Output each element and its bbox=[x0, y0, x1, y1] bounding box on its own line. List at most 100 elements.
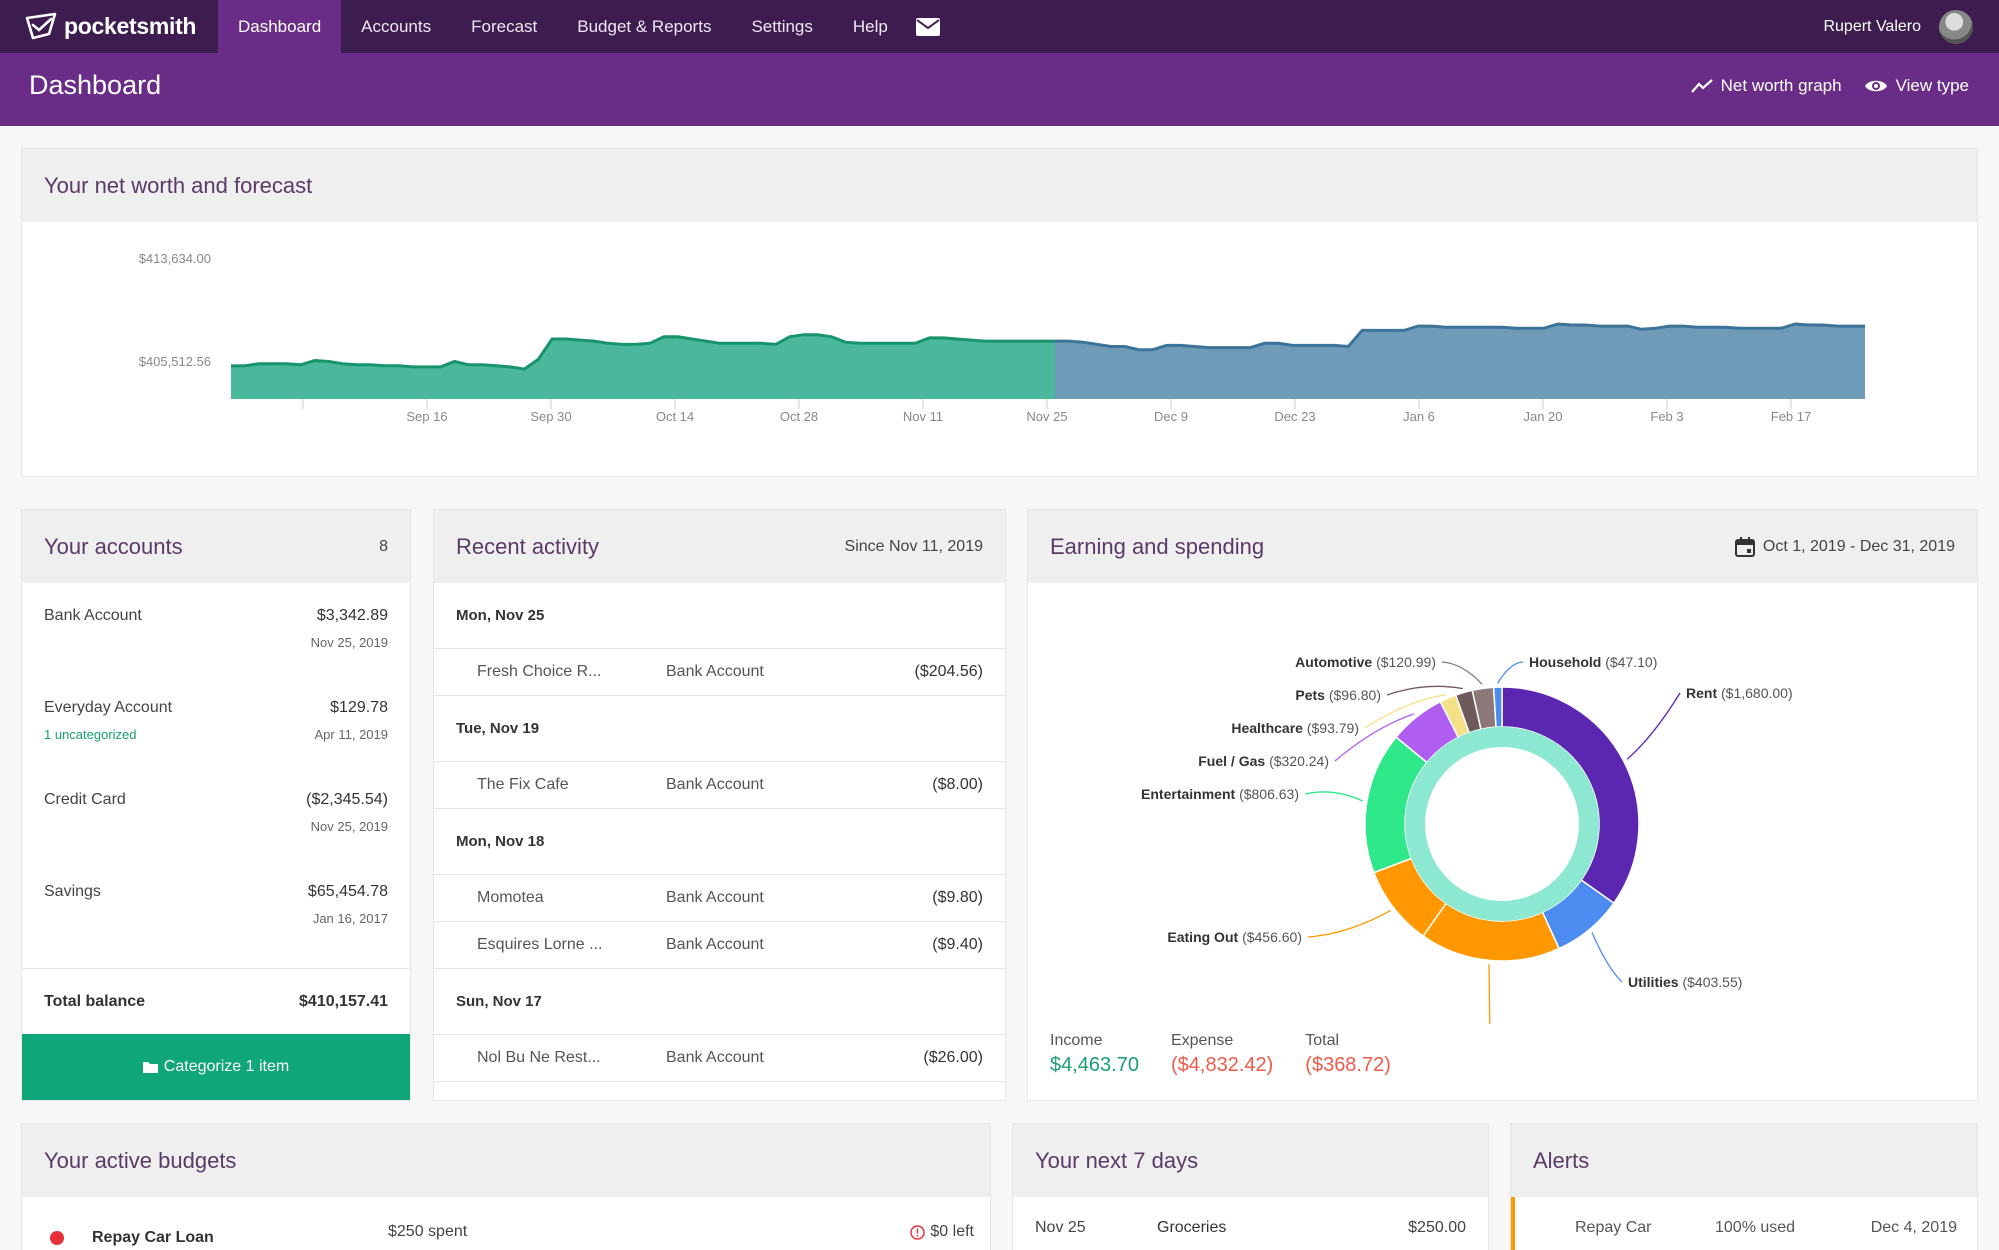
spending-donut-chart[interactable]: Rent ($1,680.00)Utilities ($403.55)Groce… bbox=[1028, 584, 1977, 1024]
budget-left-value: $0 left bbox=[930, 1223, 974, 1240]
uncategorized-link[interactable]: 1 uncategorized bbox=[44, 727, 137, 742]
user-menu[interactable]: Rupert Valero bbox=[1823, 0, 1973, 53]
account-name: Savings bbox=[44, 883, 101, 900]
account-row[interactable]: Credit Card ($2,345.54) Nov 25, 2019 bbox=[22, 767, 410, 859]
view-type-button[interactable]: View type bbox=[1864, 76, 1969, 96]
account-name: Credit Card bbox=[44, 791, 126, 808]
account-balance: $129.78 bbox=[330, 699, 388, 716]
slice-category: Pets bbox=[1295, 687, 1325, 703]
nav-help[interactable]: Help bbox=[852, 16, 888, 36]
x-tick-label: Sep 16 bbox=[406, 409, 447, 424]
transaction-row[interactable]: Esquires Lorne ... Bank Account ($9.40) bbox=[434, 922, 1005, 969]
forecast-series-line bbox=[1055, 322, 1865, 352]
budget-name: Repay Car Loan bbox=[92, 1229, 214, 1246]
alerts-panel: Alerts Repay Car 100% used Dec 4, 2019 bbox=[1510, 1123, 1978, 1250]
leader-line bbox=[1386, 685, 1463, 696]
net-worth-chart[interactable]: $413,634.00 $405,512.56 Sep 16 Sep 30 Oct 14… bbox=[22, 223, 1977, 477]
total-balance-label: Total balance bbox=[44, 993, 146, 1010]
account-date: Apr 11, 2019 bbox=[314, 727, 388, 742]
x-tick-label: Dec 23 bbox=[1274, 409, 1315, 424]
actual-series-area bbox=[231, 334, 1055, 399]
nav-forecast[interactable]: Forecast bbox=[471, 16, 538, 36]
leader-line bbox=[1591, 932, 1623, 983]
transaction-row[interactable]: Nol Bu Ne Rest... Bank Account ($26.00) bbox=[434, 1035, 1005, 1082]
transaction-payee: Esquires Lorne ... bbox=[477, 936, 603, 953]
budget-row[interactable]: Repay Car Loan $250 spent $0 left bbox=[22, 1197, 990, 1250]
slice-value: ($120.99) bbox=[1376, 654, 1436, 670]
account-row[interactable]: Savings $65,454.78 Jan 16, 2017 bbox=[22, 859, 410, 951]
nav-dashboard[interactable]: Dashboard bbox=[218, 0, 342, 53]
categorize-button[interactable]: Categorize 1 item bbox=[22, 1034, 410, 1100]
nav-budget-reports[interactable]: Budget & Reports bbox=[577, 16, 712, 36]
slice-category: Eating Out bbox=[1167, 929, 1238, 945]
slice-value: ($96.80) bbox=[1329, 687, 1381, 703]
upcoming-name: Groceries bbox=[1157, 1219, 1227, 1236]
slice-value: ($403.55) bbox=[1682, 974, 1742, 990]
budget-status-dot bbox=[50, 1231, 64, 1245]
transaction-row[interactable]: Fresh Choice R... Bank Account ($204.56) bbox=[434, 649, 1005, 696]
transaction-account: Bank Account bbox=[666, 889, 764, 906]
slice-category: Healthcare bbox=[1231, 720, 1303, 736]
net-worth-panel: Your net worth and forecast $413,634.00 $… bbox=[21, 148, 1978, 477]
x-tick-label: Nov 25 bbox=[1026, 409, 1067, 424]
activity-title: Recent activity bbox=[456, 533, 600, 559]
account-name: Everyday Account bbox=[44, 699, 173, 716]
transaction-row[interactable]: The Fix Cafe Bank Account ($8.00) bbox=[434, 762, 1005, 809]
account-balance: $65,454.78 bbox=[307, 883, 388, 900]
slice-category: Rent bbox=[1686, 685, 1717, 701]
slice-label-pets: Pets ($96.80) bbox=[1295, 687, 1381, 703]
slice-label-utilities: Utilities ($403.55) bbox=[1628, 974, 1742, 990]
next-7-days-panel: Your next 7 days Nov 25 Groceries $250.0… bbox=[1012, 1123, 1489, 1250]
view-type-label: View type bbox=[1895, 76, 1969, 95]
subheader: Dashboard Net worth graph View type bbox=[0, 53, 1999, 126]
net-worth-graph-button[interactable]: Net worth graph bbox=[1690, 76, 1842, 96]
nav-accounts[interactable]: Accounts bbox=[361, 16, 432, 36]
date-range-picker[interactable]: Oct 1, 2019 - Dec 31, 2019 bbox=[1734, 536, 1955, 557]
budgets-header: Your active budgets bbox=[22, 1124, 990, 1197]
leader-line bbox=[1304, 791, 1364, 802]
leader-line bbox=[1334, 713, 1415, 762]
logo-text: pocketsmith bbox=[64, 13, 197, 39]
x-tick-label: Nov 11 bbox=[903, 409, 943, 424]
avatar bbox=[1939, 9, 1973, 44]
slice-category: Fuel / Gas bbox=[1198, 753, 1265, 769]
eye-icon bbox=[1864, 80, 1887, 92]
transaction-account: Bank Account bbox=[666, 776, 764, 793]
recent-activity-panel: Recent activity Since Nov 11, 2019 Mon, … bbox=[433, 509, 1006, 1101]
account-row[interactable]: Everyday Account $129.78 Apr 11, 2019 1 unc… bbox=[22, 675, 410, 767]
logo[interactable]: pocketsmith bbox=[0, 0, 218, 53]
activity-day-header: Tue, Nov 19 bbox=[434, 696, 1005, 762]
transaction-payee: Nol Bu Ne Rest... bbox=[477, 1049, 601, 1066]
transaction-payee: Fresh Choice R... bbox=[477, 663, 602, 680]
transaction-account: Bank Account bbox=[666, 663, 764, 680]
upcoming-row[interactable]: Nov 25 Groceries $250.00 bbox=[1013, 1197, 1488, 1250]
forecast-series-area bbox=[1055, 324, 1865, 399]
leader-line bbox=[1626, 692, 1681, 760]
slice-category: Entertainment bbox=[1141, 786, 1235, 802]
x-tick-label: Jan 20 bbox=[1523, 409, 1562, 424]
x-tick-label: Oct 14 bbox=[656, 409, 694, 424]
transaction-payee: The Fix Cafe bbox=[477, 776, 569, 793]
net-worth-title: Your net worth and forecast bbox=[44, 172, 313, 198]
slice-label-healthcare: Healthcare ($93.79) bbox=[1231, 720, 1359, 736]
alert-date: Dec 4, 2019 bbox=[1870, 1219, 1957, 1236]
y-tick-label: $413,634.00 bbox=[139, 251, 211, 266]
account-name: Bank Account bbox=[44, 607, 142, 624]
slice-label-fuel-gas: Fuel / Gas ($320.24) bbox=[1198, 753, 1329, 769]
slice-label-rent: Rent ($1,680.00) bbox=[1686, 685, 1793, 701]
leader-line bbox=[1364, 693, 1447, 729]
transaction-amount: ($9.40) bbox=[932, 936, 983, 953]
accounts-panel: Your accounts 8 Bank Account $3,342.89 Nov… bbox=[21, 509, 411, 1101]
mail-icon[interactable] bbox=[915, 17, 940, 36]
alert-row[interactable]: Repay Car 100% used Dec 4, 2019 bbox=[1511, 1197, 1977, 1250]
slice-category: Utilities bbox=[1628, 974, 1679, 990]
user-name: Rupert Valero bbox=[1823, 17, 1921, 35]
alert-circle-icon bbox=[910, 1224, 926, 1240]
nav-settings[interactable]: Settings bbox=[751, 16, 813, 36]
income-ring[interactable] bbox=[1405, 727, 1599, 921]
transaction-row[interactable]: Momotea Bank Account ($9.80) bbox=[434, 875, 1005, 922]
account-date: Nov 25, 2019 bbox=[310, 635, 388, 650]
leader-line bbox=[1307, 909, 1391, 938]
transaction-account: Bank Account bbox=[666, 1049, 764, 1066]
account-row[interactable]: Bank Account $3,342.89 Nov 25, 2019 bbox=[22, 583, 410, 675]
